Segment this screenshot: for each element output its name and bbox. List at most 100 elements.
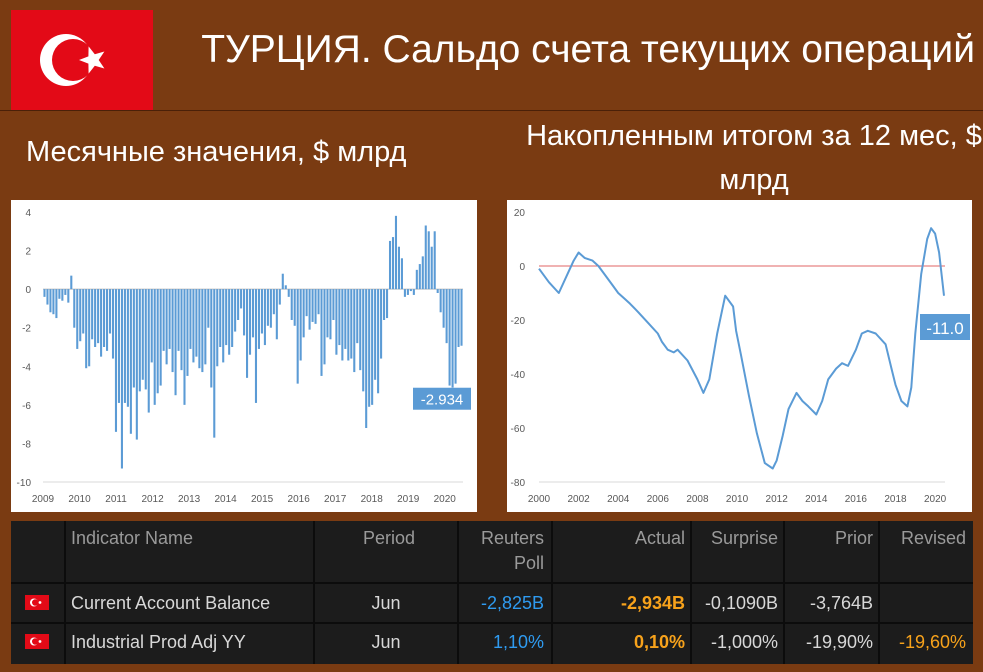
bar [460, 289, 463, 346]
bar [94, 289, 97, 347]
x-tick-label: 2004 [607, 494, 630, 505]
value-callout-box [920, 314, 970, 340]
bar [266, 289, 269, 326]
bar [192, 289, 195, 363]
cumulative-subtitle: Накопленным итогом за 12 мес, $ млрд [526, 120, 982, 196]
bar [448, 289, 451, 386]
bar [189, 289, 192, 349]
bar [129, 289, 132, 434]
bar [386, 289, 389, 319]
bar [210, 289, 213, 388]
page-title: ТУРЦИЯ. Сальдо счета текущих операций [201, 28, 975, 71]
bar [126, 289, 129, 407]
bar [82, 289, 85, 334]
bar [201, 289, 204, 373]
x-tick-label: 2020 [434, 494, 457, 505]
x-tick-label: 2014 [214, 494, 237, 505]
bar [91, 289, 94, 340]
bar [296, 289, 299, 384]
y-tick-label: -20 [511, 316, 526, 327]
bar [204, 289, 207, 365]
x-tick-label: 2015 [251, 494, 274, 505]
turkey-flag-icon [25, 634, 49, 649]
y-tick-label: -10 [17, 478, 32, 489]
y-tick-label: -6 [22, 401, 31, 412]
bar [341, 289, 344, 361]
bar [251, 289, 255, 338]
bar [162, 289, 165, 351]
bar [433, 231, 436, 290]
bar [415, 269, 418, 290]
bar [177, 289, 180, 351]
x-tick-label: 2014 [805, 494, 828, 505]
bar [269, 289, 272, 328]
x-tick-label: 2006 [647, 494, 670, 505]
bar [67, 289, 70, 303]
row2-period: Jun [371, 632, 401, 652]
bar [287, 289, 290, 297]
bar [457, 289, 460, 347]
bar [424, 225, 427, 290]
x-tick-label: 2008 [686, 494, 709, 505]
bar [427, 231, 430, 290]
x-tick-label: 2016 [288, 494, 311, 505]
bar [418, 264, 421, 290]
bar [272, 289, 275, 315]
x-tick-label: 2010 [726, 494, 749, 505]
bar [400, 258, 403, 290]
header-revised: Revised [900, 528, 966, 548]
bar [356, 289, 359, 344]
bar [299, 289, 302, 361]
bar [311, 289, 314, 322]
bar [64, 289, 67, 295]
row2-indicator[interactable]: Industrial Prod Adj YY [71, 632, 246, 652]
header-poll: Poll [513, 553, 544, 573]
bar [73, 289, 76, 328]
bar [171, 289, 174, 373]
bar [138, 289, 141, 392]
bar [165, 289, 168, 365]
bar [183, 289, 186, 405]
bar [150, 289, 153, 363]
bar [326, 289, 329, 338]
x-tick-label: 2009 [32, 494, 55, 505]
bar [394, 215, 398, 290]
bar [365, 289, 368, 428]
bar [195, 289, 198, 357]
header-period: Period [362, 528, 415, 548]
bar [454, 289, 457, 384]
bar [159, 289, 162, 386]
bar [284, 285, 287, 290]
bar [263, 289, 266, 346]
row2-poll: 1,10% [492, 632, 544, 652]
row2-actual: 0,10% [633, 632, 685, 652]
bar [332, 289, 335, 320]
bar [225, 289, 228, 346]
bar [350, 289, 353, 359]
bar [234, 289, 237, 332]
bar [308, 289, 311, 330]
bar [144, 289, 147, 390]
row1-period: Jun [371, 593, 401, 613]
x-tick-label: 2018 [361, 494, 384, 505]
bar [231, 289, 234, 347]
bar [302, 289, 305, 338]
y-tick-label: -40 [511, 370, 526, 381]
value-callout-box [413, 387, 471, 410]
bar [108, 289, 112, 334]
bar [174, 289, 177, 396]
bar [335, 289, 338, 355]
bar [260, 289, 263, 334]
bar [377, 289, 380, 394]
bar [216, 289, 219, 367]
bar [442, 289, 445, 328]
bar [240, 289, 243, 309]
bar [254, 289, 258, 403]
bar [103, 289, 106, 347]
row2-revised: -19,60% [898, 632, 966, 652]
bar [213, 289, 216, 438]
bar [114, 289, 118, 432]
row1-indicator[interactable]: Current Account Balance [71, 593, 271, 613]
bar [403, 289, 406, 297]
